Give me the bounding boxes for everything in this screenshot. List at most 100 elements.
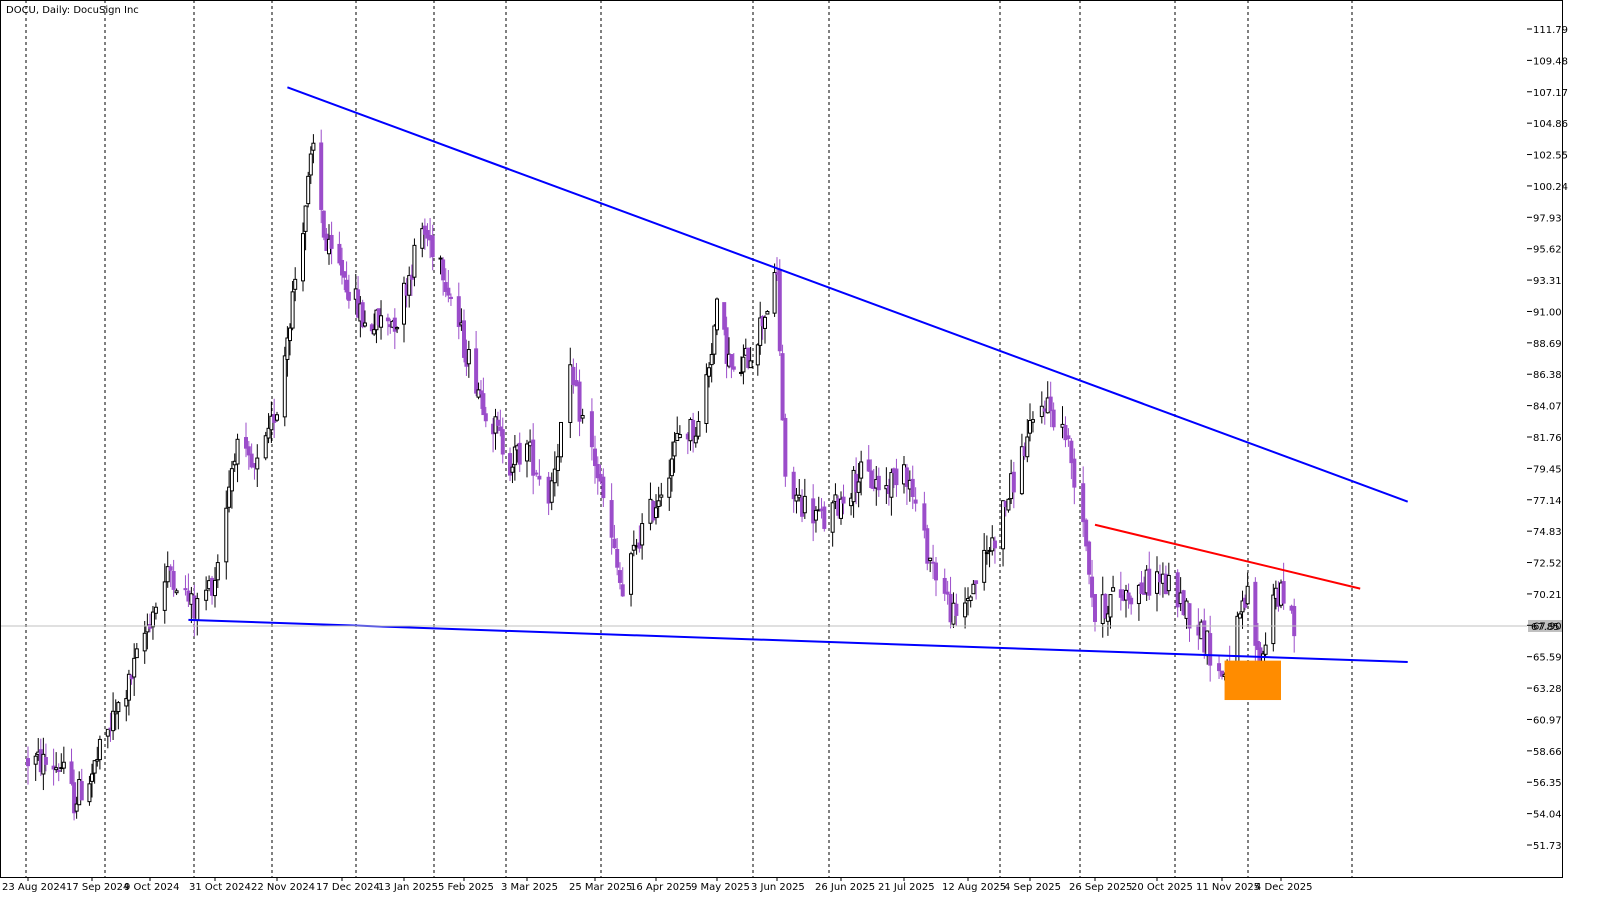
candle [321,210,326,241]
candle [724,316,729,379]
candle [329,221,334,265]
candle [1263,632,1268,657]
candle [255,444,260,487]
x-tick-label: 26 Jun 2025 [815,882,875,893]
candle [87,775,92,806]
x-tick-label: 25 Mar 2025 [569,882,632,893]
candle [739,356,743,377]
candle [462,309,466,363]
candle [640,513,645,560]
candle [56,763,61,782]
candle [443,268,448,298]
candle [244,422,248,458]
x-tick-label: 21 Jul 2025 [878,882,935,893]
candle [974,580,979,600]
candle [1108,594,1113,629]
candle [74,796,79,819]
candle [407,266,412,308]
candle [822,501,827,532]
candle [1220,670,1224,680]
candle [224,490,229,580]
candle [637,525,642,553]
candle [601,468,606,507]
y-tick-label: 100.24 [1533,182,1568,193]
candle [922,491,927,539]
current-price-label: 67.85 [1531,622,1560,633]
candle [555,443,560,487]
resistance-line[interactable] [1094,523,1361,590]
candle [693,427,698,448]
candle [441,257,446,296]
candle [517,432,522,473]
candle [360,299,365,329]
candle [301,222,305,292]
candle [984,535,989,565]
x-tick-label: 17 Dec 2024 [316,882,380,893]
candle [549,472,554,511]
candle [525,439,529,478]
candle [456,282,461,340]
candle [438,255,443,275]
candle [183,575,188,596]
highlight-zone[interactable] [1224,660,1281,701]
y-tick-label: 67.90 [1533,621,1562,632]
candle [402,276,406,343]
candle [385,313,390,336]
candle [282,346,287,427]
candle [889,468,894,516]
candle [412,238,417,287]
candle [589,398,594,461]
candle [841,484,846,515]
candle [168,564,173,588]
candle [537,459,542,486]
candle [876,467,881,497]
candle [510,463,515,484]
candle [1105,605,1110,636]
upper-trendline[interactable] [287,86,1409,503]
annotations[interactable]: 67.85 [0,86,1562,701]
candle [153,602,158,620]
candle [215,554,220,589]
candle [780,344,785,421]
candle [709,343,714,383]
candle [1066,428,1071,447]
candle [741,344,746,385]
candle [791,466,796,513]
candle [580,408,585,424]
y-tick-label: 109.48 [1533,56,1568,67]
candle [263,431,268,461]
candle [246,440,251,470]
candle [90,763,94,798]
candle [1019,433,1024,496]
candle [162,563,167,624]
candle [612,524,617,549]
candle [765,310,770,315]
candle [722,302,727,336]
candle [1245,572,1250,606]
x-tick-label: 3 Mar 2025 [501,882,558,893]
candle [1217,655,1222,679]
current-price-badge [1528,619,1562,632]
candle [620,567,625,597]
candle [1051,402,1056,431]
candle [839,491,843,525]
y-tick-label: 104.86 [1533,119,1568,130]
x-tick-label: 4 Sep 2025 [1004,882,1061,893]
candle [934,556,938,597]
candle [95,746,100,767]
candle [33,752,38,781]
lower-trendline[interactable] [188,618,1408,663]
candle [446,269,451,303]
candle [293,267,298,302]
candle [534,469,539,477]
y-tick-label: 56.35 [1533,778,1562,789]
plot-frame [0,0,1563,878]
candle [478,380,483,409]
candle [656,486,661,518]
candle [859,450,864,496]
y-tick-label: 65.59 [1533,653,1562,664]
y-tick-label: 54.04 [1533,810,1562,821]
candle [204,576,209,611]
candle [593,435,597,484]
